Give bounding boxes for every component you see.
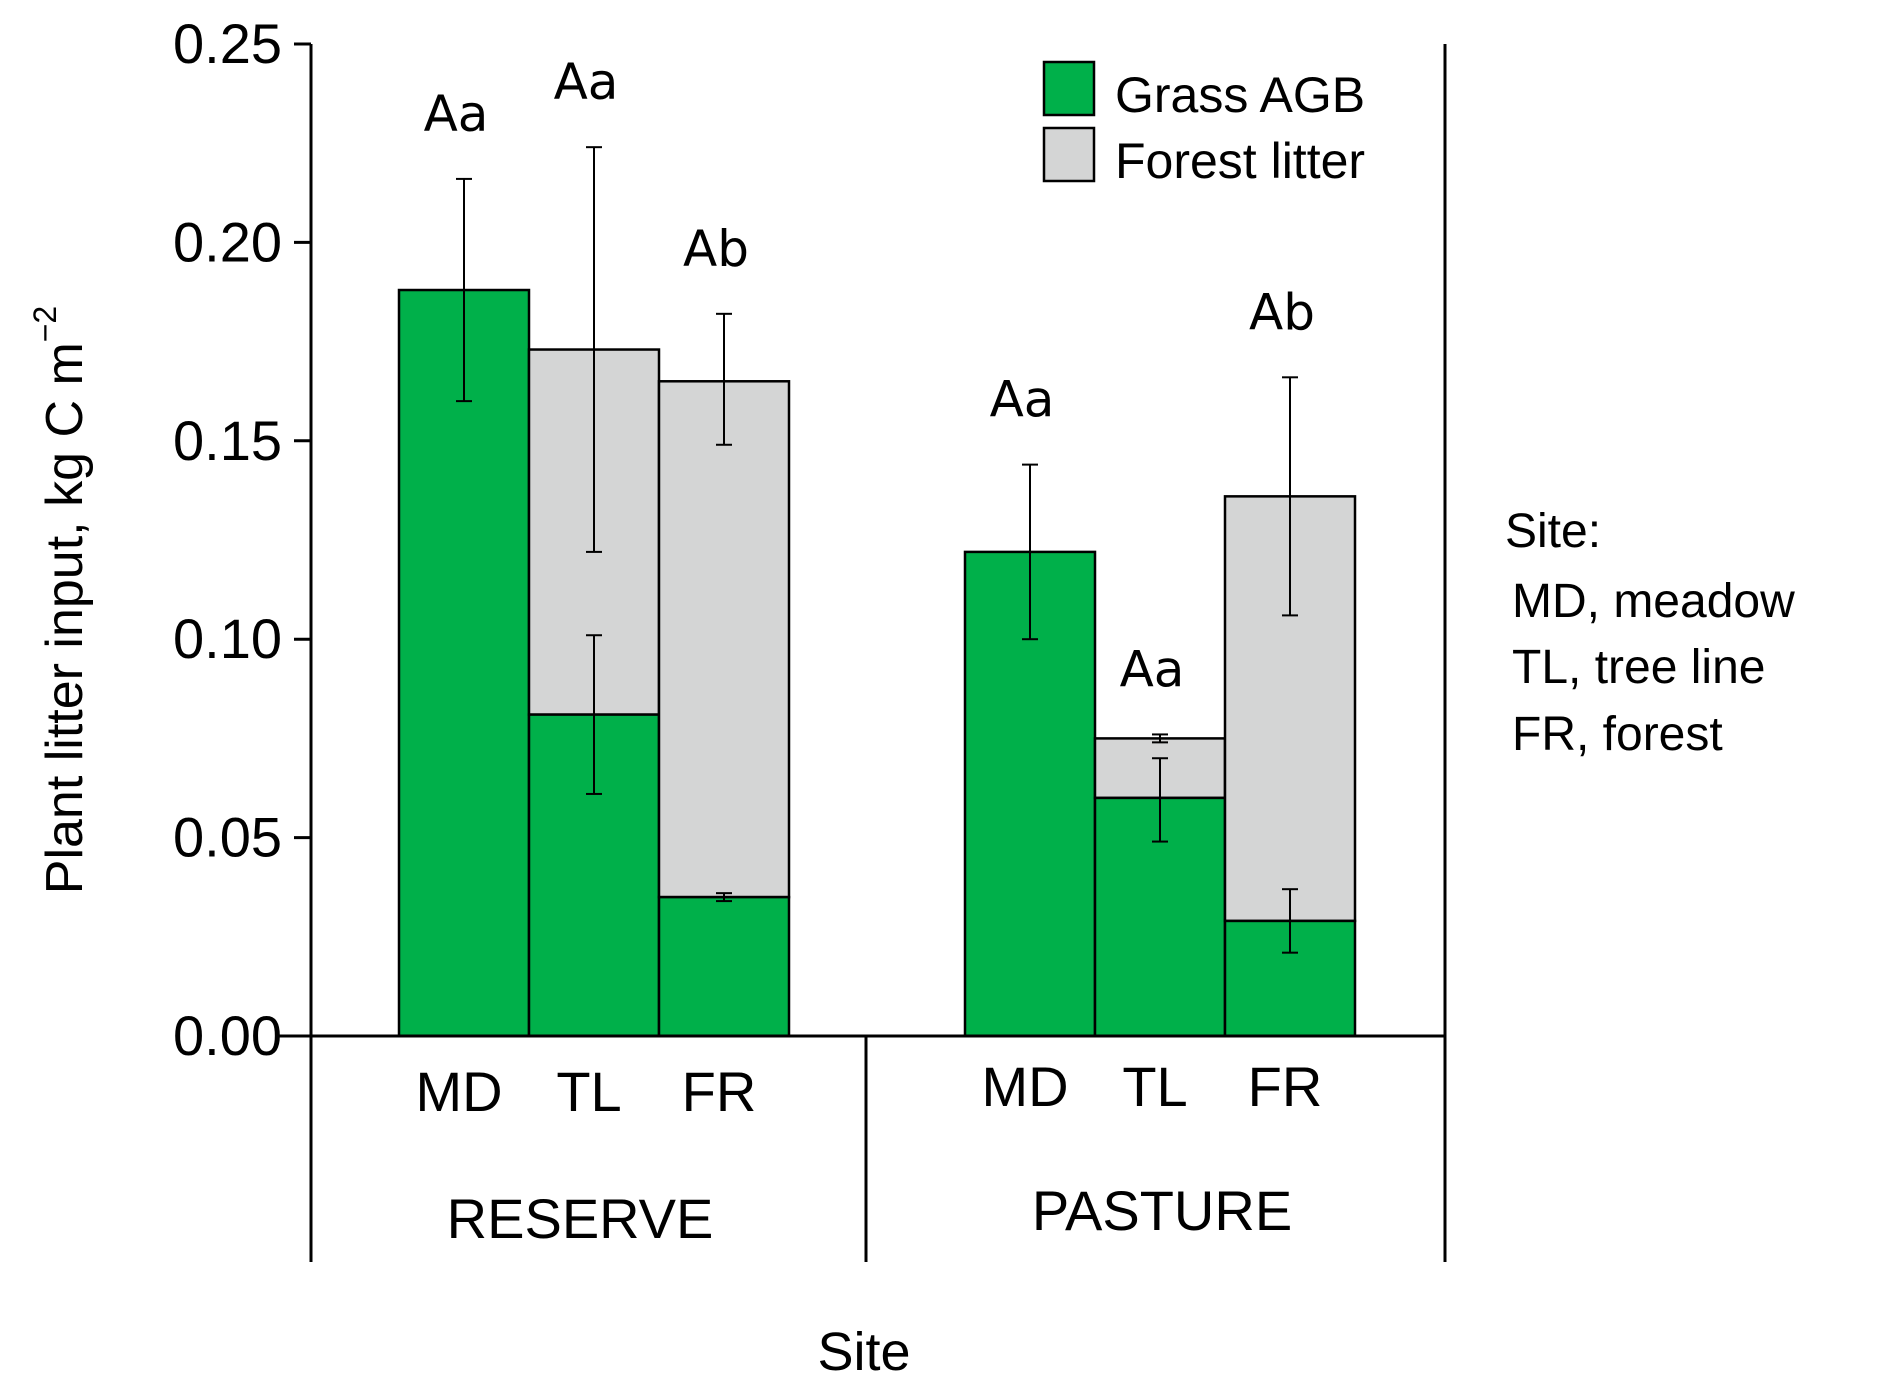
legend: Grass AGB Forest litter xyxy=(1042,60,1365,189)
legend-label-forest-litter: Forest litter xyxy=(1115,133,1365,189)
site-key-entry-fr: FR, forest xyxy=(1512,708,1723,761)
y-ticks-layer: 0.00 0.05 0.10 0.15 0.20 0.25 xyxy=(173,12,311,1067)
significance-letters-pasture-tl: Aa xyxy=(1120,640,1185,698)
x-tick-label-reserve-fr: FR xyxy=(682,1060,757,1123)
y-tick-label-0.00: 0.00 xyxy=(173,1004,282,1067)
error-bar-total-pasture-fr xyxy=(1282,376,1298,617)
y-tick-label-0.25: 0.25 xyxy=(173,12,282,75)
group-label-pasture: PASTURE xyxy=(1032,1179,1292,1242)
site-key-entry-md: MD, meadow xyxy=(1512,575,1795,628)
error-bar-grass-pasture-tl xyxy=(1152,757,1168,843)
y-tick-label-0.05: 0.05 xyxy=(173,806,282,869)
error-bar-grass-pasture-md xyxy=(1022,463,1038,641)
y-axis-title-text: Plant litter input, kg C m xyxy=(36,342,94,894)
bar-forest-litter-reserve-fr xyxy=(657,380,791,899)
y-axis-title: Plant litter input, kg C m−2 xyxy=(27,306,94,894)
x-tick-label-pasture-md: MD xyxy=(981,1055,1068,1118)
y-tick-label-0.20: 0.20 xyxy=(173,210,282,273)
error-bar-grass-reserve-tl xyxy=(586,634,602,795)
group-label-reserve: RESERVE xyxy=(447,1187,714,1250)
x-tick-label-pasture-fr: FR xyxy=(1248,1055,1323,1118)
error-bar-grass-pasture-fr xyxy=(1282,888,1298,954)
y-tick-label-0.15: 0.15 xyxy=(173,409,282,472)
bar-grass-agb-reserve-md xyxy=(397,288,531,1038)
legend-swatch-forest-litter xyxy=(1042,126,1096,183)
site-key-title: Site: xyxy=(1505,505,1601,558)
significance-letters-layer: Aa Aa Ab Aa Aa Ab xyxy=(424,53,1315,698)
x-labels-layer: MD TL FR RESERVE MD TL FR PASTURE xyxy=(415,1055,1322,1250)
error-bar-total-reserve-fr xyxy=(716,312,732,446)
y-axis-title-superscript: −2 xyxy=(27,306,63,342)
x-tick-label-reserve-md: MD xyxy=(415,1060,502,1123)
x-axis-title: Site xyxy=(817,1322,910,1382)
significance-letters-reserve-fr: Ab xyxy=(683,220,749,278)
error-bar-total-pasture-tl xyxy=(1152,733,1168,744)
significance-letters-reserve-md: Aa xyxy=(424,85,489,143)
site-key: Site: MD, meadow TL, tree line FR, fores… xyxy=(1505,505,1795,761)
y-tick-label-0.10: 0.10 xyxy=(173,607,282,670)
legend-swatch-grass-agb xyxy=(1042,60,1096,117)
x-tick-label-pasture-tl: TL xyxy=(1122,1055,1187,1118)
error-bar-grass-reserve-fr xyxy=(716,892,732,903)
error-bar-grass-reserve-md xyxy=(456,177,472,403)
site-key-entry-tl: TL, tree line xyxy=(1512,641,1765,694)
error-bar-total-reserve-tl xyxy=(586,146,602,553)
significance-letters-reserve-tl: Aa xyxy=(554,53,619,111)
legend-label-grass-agb: Grass AGB xyxy=(1115,67,1365,123)
significance-letters-pasture-md: Aa xyxy=(990,371,1055,429)
bar-grass-agb-reserve-fr xyxy=(657,895,791,1038)
significance-letters-pasture-fr: Ab xyxy=(1249,283,1315,341)
error-bars-layer xyxy=(456,146,1298,954)
x-tick-label-reserve-tl: TL xyxy=(556,1060,621,1123)
bars-layer xyxy=(397,288,1357,1038)
